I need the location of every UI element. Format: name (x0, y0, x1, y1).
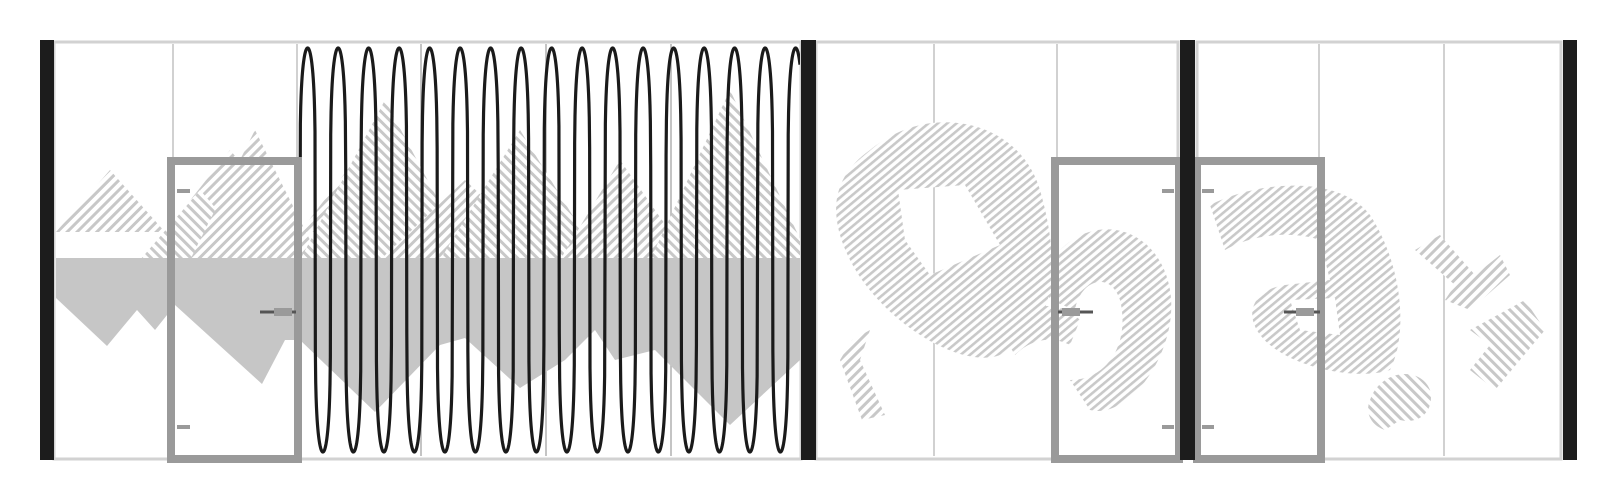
structural-posts (40, 40, 1577, 460)
door-handle-icon[interactable] (1058, 308, 1093, 316)
wave-lines (298, 46, 800, 454)
post-left (40, 40, 54, 460)
post-mid-2 (1180, 40, 1195, 460)
graffiti-film-left (836, 122, 1172, 420)
door-3[interactable] (1193, 157, 1325, 463)
door-handle-icon[interactable] (1284, 308, 1320, 316)
door-handle-icon[interactable] (260, 308, 296, 316)
door-2[interactable] (1051, 157, 1183, 463)
graffiti-film-right (1210, 185, 1545, 430)
post-right (1563, 40, 1577, 460)
post-mid-1 (801, 40, 816, 460)
door-1[interactable] (167, 157, 302, 463)
